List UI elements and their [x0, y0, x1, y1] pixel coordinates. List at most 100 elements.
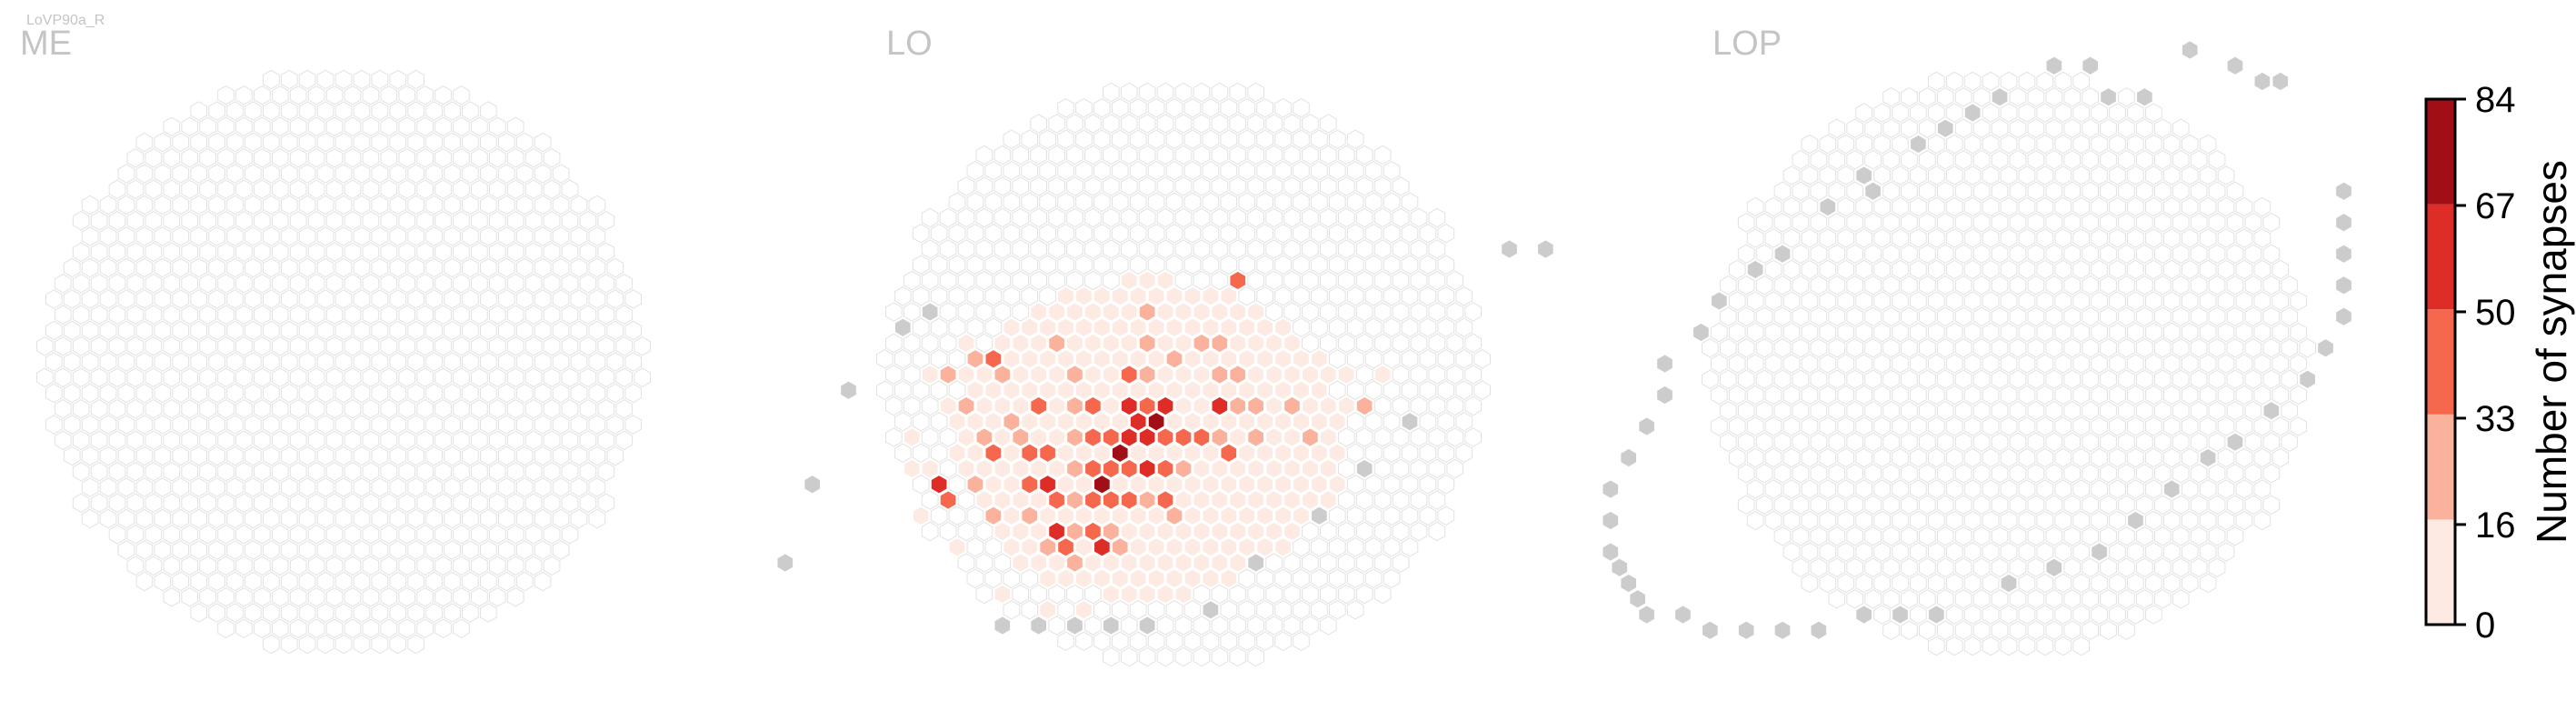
empty-cell	[2226, 400, 2244, 421]
empty-cell	[1919, 526, 1936, 546]
synapse-cell	[984, 443, 1003, 464]
empty-cell	[1003, 285, 1021, 306]
synapse-cell	[1174, 490, 1193, 510]
empty-cell	[1963, 196, 1982, 217]
empty-cell	[1901, 149, 1918, 170]
synapse-cell	[1229, 553, 1247, 573]
synapse-cell	[1238, 506, 1256, 526]
empty-cell	[407, 383, 425, 404]
empty-cell	[1792, 275, 1810, 295]
empty-cell	[1846, 557, 1864, 578]
empty-cell	[1247, 239, 1265, 259]
synapse-cell	[1039, 411, 1056, 432]
empty-cell	[930, 223, 948, 244]
empty-cell	[1320, 333, 1337, 354]
empty-cell	[1846, 149, 1864, 170]
empty-cell	[126, 461, 145, 482]
empty-cell	[1283, 270, 1301, 291]
empty-cell	[1846, 181, 1864, 202]
empty-cell	[289, 242, 307, 263]
empty-cell	[1383, 317, 1401, 338]
empty-cell	[353, 69, 371, 90]
empty-cell	[506, 210, 524, 231]
empty-cell	[1337, 458, 1355, 479]
empty-cell	[948, 192, 966, 213]
empty-cell	[2253, 447, 2271, 468]
synapse-cell	[984, 411, 1003, 432]
empty-cell	[425, 226, 443, 246]
empty-cell	[1837, 447, 1855, 468]
empty-cell	[1346, 536, 1364, 557]
synapse-cell	[1048, 396, 1065, 416]
empty-cell	[1075, 160, 1093, 181]
empty-cell	[2082, 463, 2099, 484]
empty-cell	[163, 273, 181, 294]
empty-cell	[1846, 337, 1864, 358]
empty-cell	[2063, 244, 2082, 265]
outside-cell	[1311, 506, 1328, 526]
empty-cell	[921, 521, 939, 542]
empty-cell	[984, 192, 1003, 213]
empty-cell	[2208, 432, 2226, 453]
synapse-cell	[1193, 553, 1211, 573]
empty-cell	[380, 367, 398, 388]
empty-cell	[1355, 302, 1373, 322]
empty-cell	[1373, 458, 1392, 479]
empty-cell	[434, 335, 452, 356]
empty-cell	[1837, 259, 1855, 280]
empty-cell	[199, 305, 216, 325]
synapse-cell	[984, 474, 1003, 495]
synapse-cell	[1012, 333, 1030, 354]
empty-cell	[930, 380, 948, 401]
empty-cell	[543, 398, 561, 419]
empty-cell	[2199, 259, 2217, 280]
synapse-cell	[1293, 411, 1310, 432]
empty-cell	[1220, 129, 1238, 150]
empty-cell	[434, 430, 452, 451]
empty-cell	[190, 132, 207, 153]
empty-cell	[163, 556, 181, 576]
empty-cell	[271, 493, 289, 514]
empty-cell	[2018, 165, 2036, 185]
empty-cell	[1238, 631, 1256, 652]
empty-cell	[1954, 212, 1972, 233]
empty-cell	[1837, 573, 1855, 594]
empty-cell	[984, 568, 1003, 589]
empty-cell	[2018, 71, 2036, 92]
empty-cell	[117, 320, 135, 341]
empty-cell	[444, 508, 461, 529]
empty-cell	[1782, 291, 1801, 311]
empty-cell	[2235, 291, 2253, 311]
empty-cell	[135, 352, 154, 372]
synapse-cell	[1283, 333, 1301, 354]
empty-cell	[1437, 348, 1455, 369]
empty-cell	[1392, 553, 1410, 573]
empty-cell	[2199, 165, 2217, 185]
empty-cell	[1238, 599, 1256, 620]
empty-cell	[181, 210, 199, 231]
empty-cell	[307, 524, 325, 545]
empty-cell	[462, 289, 479, 309]
empty-cell	[1972, 212, 1991, 233]
empty-cell	[1782, 322, 1801, 343]
empty-cell	[235, 493, 253, 514]
empty-cell	[1855, 354, 1872, 374]
empty-cell	[407, 195, 425, 215]
empty-cell	[588, 383, 606, 404]
empty-cell	[957, 553, 975, 573]
empty-cell	[1702, 369, 1719, 390]
synapse-cell	[1057, 506, 1074, 526]
empty-cell	[1792, 181, 1810, 202]
empty-cell	[371, 195, 389, 215]
empty-cell	[1437, 380, 1455, 401]
empty-cell	[2217, 165, 2235, 185]
empty-cell	[453, 556, 470, 576]
empty-cell	[2072, 636, 2091, 656]
empty-cell	[444, 195, 461, 215]
empty-cell	[2118, 86, 2135, 107]
empty-cell	[534, 383, 552, 404]
empty-cell	[506, 116, 524, 137]
empty-cell	[235, 242, 253, 263]
empty-cell	[2181, 322, 2199, 343]
empty-cell	[2244, 432, 2262, 453]
